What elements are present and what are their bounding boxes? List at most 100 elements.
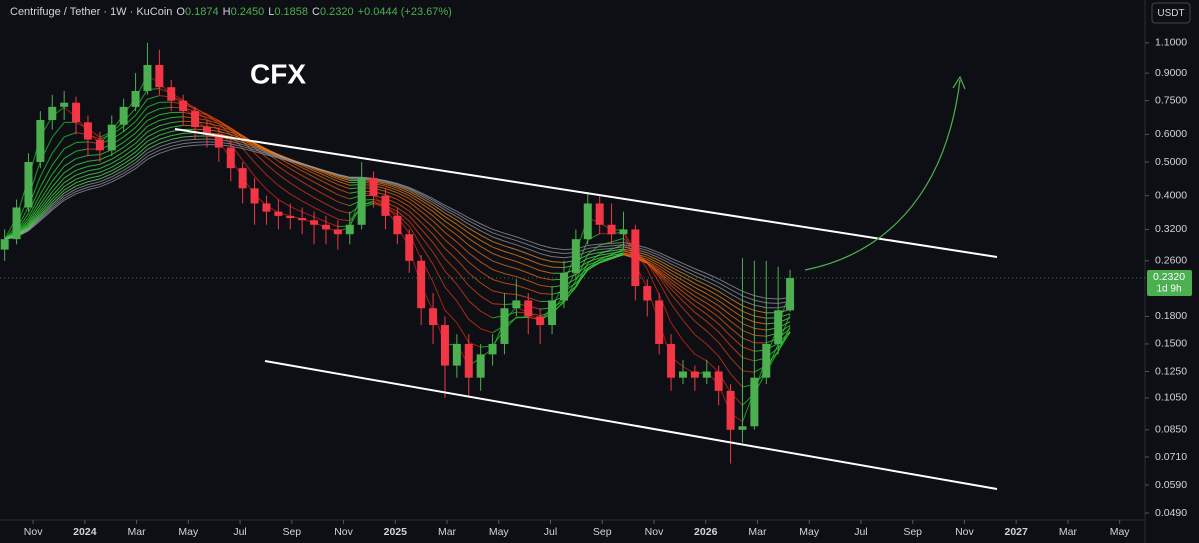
ma-segment (313, 168, 327, 175)
y-tick-label: 0.4000 (1155, 189, 1187, 201)
ma-segment (159, 148, 172, 154)
ma-segment (75, 178, 89, 184)
ma-segment (670, 293, 684, 309)
arrow-head (952, 75, 966, 90)
ma-segment (171, 139, 184, 144)
ma-segment (206, 126, 219, 130)
ma-segment (254, 144, 267, 151)
ma-segment (575, 269, 589, 284)
ma-segment (468, 285, 481, 297)
ma-segment (51, 195, 65, 207)
ma-segment (420, 228, 434, 243)
ma-segment (528, 272, 541, 279)
ma-segment (670, 285, 684, 297)
x-tick-label: Mar (748, 526, 767, 538)
ma-segment (301, 165, 315, 172)
x-tick-label: Mar (438, 526, 457, 538)
ma-segment (325, 171, 339, 177)
ma-segment (468, 238, 481, 247)
ma-segment (171, 124, 184, 128)
candle-body (167, 87, 176, 101)
ma-segment (385, 194, 398, 200)
currency[interactable]: USDT (1157, 8, 1184, 19)
ma-segment (302, 163, 315, 169)
ma-segment (528, 244, 541, 250)
ma-segment (290, 160, 303, 165)
ma-segment (385, 180, 398, 185)
candle-body (345, 224, 354, 235)
ma-segment (754, 334, 767, 337)
ma-segment (159, 117, 172, 121)
ma-segment (706, 308, 719, 318)
ma-segment (706, 288, 719, 297)
ma-segment (658, 265, 672, 274)
currency-button[interactable] (1151, 2, 1191, 24)
ma-segment (230, 129, 243, 137)
ma-segment (730, 357, 743, 372)
x-tick-label: Sep (903, 526, 922, 538)
ma-segment (325, 175, 339, 182)
ma-segment (468, 244, 481, 255)
ma-segment (183, 144, 196, 148)
x-tick-label: Nov (955, 526, 974, 538)
y-tick-label: 0.6000 (1155, 128, 1187, 140)
candle-body (500, 308, 509, 344)
ma-segment (742, 295, 755, 301)
ma-segment (51, 197, 65, 209)
ma-segment (51, 136, 65, 154)
ma-segment (516, 254, 529, 261)
ma-segment (147, 134, 160, 142)
ma-segment (658, 252, 672, 259)
ma-segment (135, 131, 148, 144)
ma-segment (337, 180, 350, 186)
ma-segment (444, 309, 458, 324)
ma-segment (218, 123, 231, 130)
ma-segment (278, 157, 291, 162)
legend-header: Centrifuge / Tether · 1W · KuCoin O0.1874… (10, 6, 452, 18)
ma-segment (420, 211, 434, 222)
ma-segment (147, 130, 160, 138)
ma-segment (111, 166, 124, 175)
ma-segment (528, 297, 541, 303)
ma-segment (706, 313, 719, 325)
ma-segment (444, 209, 458, 218)
ma-segment (289, 182, 303, 191)
ma-segment (313, 167, 327, 174)
ma-segment (528, 253, 541, 260)
ma-segment (730, 327, 743, 339)
x-tick-label: May (178, 526, 199, 538)
ma-segment (694, 300, 708, 309)
x-tick-label: Nov (645, 526, 664, 538)
ma-segment (337, 201, 350, 207)
ma-segment (658, 269, 672, 280)
ma-segment (147, 95, 160, 100)
ma-segment (432, 264, 446, 288)
ma-segment (730, 320, 743, 331)
ma-segment (99, 181, 112, 188)
ma-segment (28, 210, 41, 227)
ma-segment (552, 256, 565, 259)
ma-segment (444, 258, 458, 272)
x-tick-label: Jul (544, 526, 557, 538)
candle-body (310, 220, 319, 225)
ma-segment (670, 257, 684, 264)
ma-segment (28, 217, 41, 230)
ma-segment (266, 188, 279, 200)
candle-body (24, 161, 33, 208)
ma-segment (135, 155, 148, 167)
ma-segment (111, 163, 124, 172)
candle-body (155, 64, 164, 88)
candle-body (238, 168, 247, 189)
ma-segment (325, 182, 339, 190)
candle-body (548, 300, 557, 326)
ma-segment (432, 211, 446, 222)
ma-segment (492, 232, 505, 238)
ma-segment (290, 161, 303, 169)
ma-segment (325, 188, 339, 196)
x-tick-label: May (799, 526, 820, 538)
ma-segment (337, 176, 350, 182)
ma-segment (135, 106, 148, 122)
ma-segment (75, 186, 89, 192)
ma-segment (218, 125, 231, 131)
